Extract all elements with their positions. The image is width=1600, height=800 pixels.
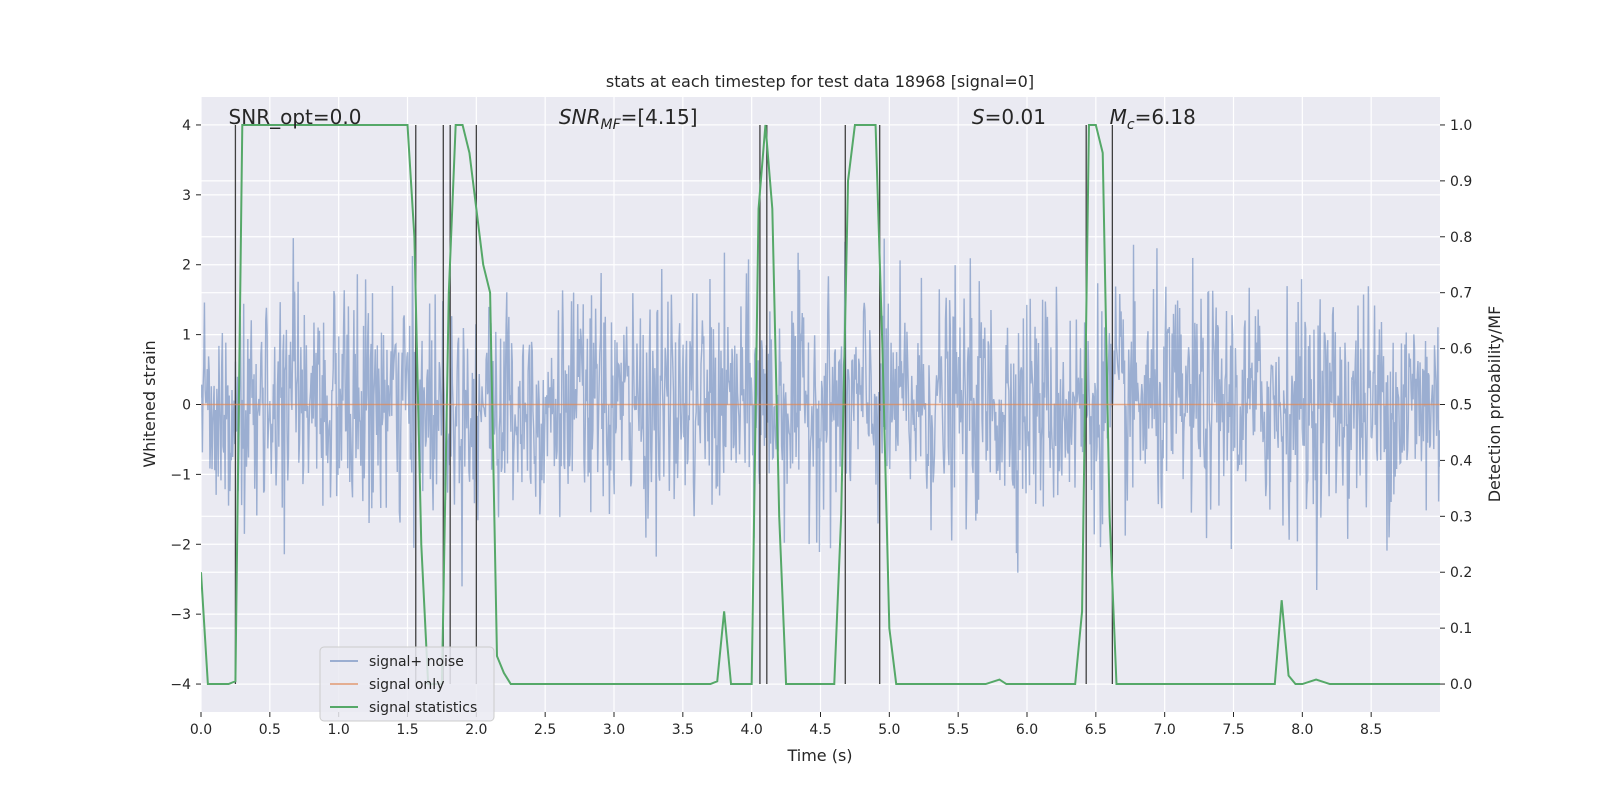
x-tick-label: 0.5 xyxy=(259,722,281,738)
annotation-subscript: MF xyxy=(600,117,621,133)
x-tick-label: 1.5 xyxy=(396,722,418,738)
x-tick-label: 8.0 xyxy=(1291,722,1313,738)
chart-title: stats at each timestep for test data 189… xyxy=(606,72,1034,91)
y-tick-label-right: 0.3 xyxy=(1450,509,1472,525)
y-tick-label-right: 0.1 xyxy=(1450,621,1472,637)
series-signal-plus-noise xyxy=(201,238,1440,591)
x-tick-label: 0.0 xyxy=(190,722,212,738)
x-tick-label: 3.0 xyxy=(603,722,625,738)
signal-plus-noise-line xyxy=(201,238,1440,591)
annotation-value: =0.01 xyxy=(985,105,1046,129)
y-tick-label-right: 0.2 xyxy=(1450,565,1472,581)
x-tick-label: 8.5 xyxy=(1360,722,1382,738)
y-tick-label-right: 0.0 xyxy=(1450,677,1472,693)
x-axis-label: Time (s) xyxy=(786,746,852,765)
annotations: SNR_opt=0.0 SNRMF=[4.15] S=0.01 Mc=6.18 xyxy=(229,105,1196,133)
x-tick-label: 2.0 xyxy=(465,722,487,738)
annotation-symbol: S xyxy=(972,105,985,129)
y-tick-label-left: 1 xyxy=(182,328,191,344)
legend-box xyxy=(319,646,495,722)
x-tick-label: 6.0 xyxy=(1016,722,1038,738)
s-annotation: S=0.01 xyxy=(972,105,1046,129)
y-axis-label-left: Whitened strain xyxy=(140,340,159,467)
y-tick-label-right: 0.6 xyxy=(1450,342,1472,358)
x-tick-label: 1.0 xyxy=(328,722,350,738)
annotation-value: =[4.15] xyxy=(621,105,698,129)
y-tick-label-right: 0.9 xyxy=(1450,174,1472,190)
annotation-subscript: c xyxy=(1127,117,1135,133)
y-tick-label-right: 1.0 xyxy=(1450,118,1472,134)
y-tick-label-right: 0.4 xyxy=(1450,453,1472,469)
y-tick-label-left: −1 xyxy=(170,467,191,483)
annotation-value: =6.18 xyxy=(1135,105,1196,129)
mc-annotation: Mc=6.18 xyxy=(1110,105,1196,133)
y-tick-label-left: 2 xyxy=(182,258,191,274)
legend-label-signal-statistics: signal statistics xyxy=(369,700,477,716)
legend-entry-signal-statistics: signal statistics xyxy=(330,700,477,716)
x-tick-label: 2.5 xyxy=(534,722,556,738)
x-tick-label: 7.5 xyxy=(1222,722,1244,738)
x-tick-label: 4.5 xyxy=(809,722,831,738)
x-tick-label: 3.5 xyxy=(672,722,694,738)
legend-entry-signal-plus-noise: signal+ noise xyxy=(330,654,464,670)
legend-entry-signal-only: signal only xyxy=(330,677,444,693)
axis-ticks: 0.0 0.5 1.0 1.5 2.0 2.5 3.0 3.5 4.0 4.5 5.0 5.5 6.0 6… xyxy=(170,118,1472,738)
y-tick-label-right: 0.8 xyxy=(1450,230,1472,246)
y-tick-label-right: 0.5 xyxy=(1450,398,1472,414)
x-tick-label: 7.0 xyxy=(1154,722,1176,738)
x-tick-label: 4.0 xyxy=(741,722,763,738)
snr-opt-annotation: SNR_opt=0.0 xyxy=(229,105,362,129)
legend: signal+ noise signal only signal statist… xyxy=(319,646,495,722)
legend-label-signal-plus-noise: signal+ noise xyxy=(369,654,464,670)
y-tick-label-left: 4 xyxy=(182,118,191,134)
plot-area xyxy=(201,123,1440,686)
y-tick-label-right: 0.7 xyxy=(1450,286,1472,302)
annotation-symbol: SNR xyxy=(559,105,601,129)
x-tick-label: 6.5 xyxy=(1085,722,1107,738)
legend-label-signal-only: signal only xyxy=(369,677,444,693)
y-axis-label-right: Detection probability/MF xyxy=(1485,306,1504,503)
y-tick-label-left: 3 xyxy=(182,188,191,204)
annotation-symbol: M xyxy=(1110,105,1127,129)
y-tick-label-left: −4 xyxy=(170,677,191,693)
x-tick-label: 5.5 xyxy=(947,722,969,738)
x-tick-label: 5.0 xyxy=(878,722,900,738)
y-tick-label-left: −2 xyxy=(170,537,191,553)
snr-mf-annotation: SNRMF=[4.15] xyxy=(559,105,698,133)
y-tick-label-left: 0 xyxy=(182,398,191,414)
y-tick-label-left: −3 xyxy=(170,607,191,623)
